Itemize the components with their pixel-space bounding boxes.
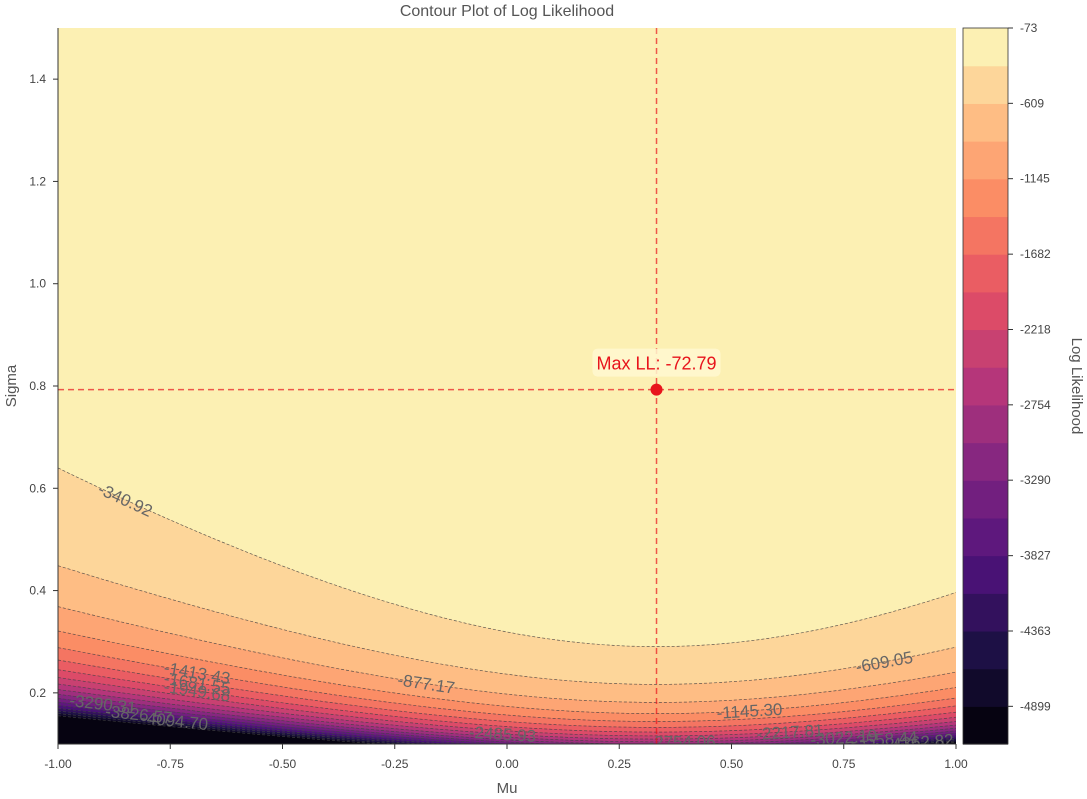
contour-line (58, 701, 956, 744)
x-tick-label: -0.25 (381, 757, 409, 771)
x-tick-label: 1.00 (944, 757, 968, 771)
contour-label: -3558.44 (850, 728, 918, 752)
colorbar-segment (963, 593, 1008, 632)
contour-label: -1145.30 (716, 700, 783, 723)
colorbar-tick-label: -1145 (1020, 172, 1050, 186)
contour-line (58, 630, 956, 714)
colorbar-tick-label: -609 (1020, 96, 1044, 110)
colorbar-segment (963, 668, 1008, 707)
contour-line (58, 705, 956, 744)
contour-label: -2754.06 (648, 732, 715, 752)
contour-line (58, 683, 956, 740)
y-tick-label: 1.4 (29, 72, 46, 86)
max-label-box (592, 348, 721, 377)
chart-title: Contour Plot of Log Likelihood (400, 3, 614, 20)
contour-label: -4362.82 (886, 731, 954, 755)
colorbar-tick-label: -73 (1020, 21, 1038, 35)
contour-line (58, 693, 956, 744)
colorbar-segment (963, 178, 1008, 218)
contour-line (58, 669, 956, 733)
colorbar-tick-label: -1682 (1020, 247, 1051, 261)
colorbar-segment (963, 103, 1008, 142)
colorbar-frame (962, 27, 1009, 745)
contour-line (58, 565, 956, 685)
x-tick-label: 0.00 (495, 757, 519, 771)
contour-band (58, 715, 956, 744)
contour-line (58, 708, 956, 744)
contour-line (58, 677, 956, 737)
contour-line (58, 659, 956, 728)
contour-line (58, 710, 956, 744)
colorbar-segment (963, 254, 1008, 293)
x-tick-label: 0.50 (720, 757, 744, 771)
contour-line (58, 647, 956, 722)
contour-line (58, 689, 956, 743)
colorbar-tick-label: -4363 (1020, 624, 1051, 638)
contour-line (58, 698, 956, 744)
y-tick-label: 1.0 (29, 277, 46, 291)
colorbar-segment (963, 329, 1008, 368)
x-axis: -1.00 -0.75 -0.50 -0.25 0.00 0.25 0.50 0.75 1.00 (44, 743, 968, 771)
x-tick-label: -1.00 (44, 757, 72, 771)
y-tick-label: 1.2 (29, 174, 46, 188)
y-axis-label: Sigma (3, 364, 20, 407)
contour-line (58, 715, 956, 744)
colorbar (962, 27, 1009, 745)
colorbar-segment (963, 555, 1008, 594)
max-point-marker (650, 383, 663, 396)
x-tick-label: 0.25 (608, 757, 632, 771)
colorbar-segment (963, 216, 1008, 255)
contour-label: -2485.93 (468, 723, 536, 746)
contour-line (58, 713, 956, 744)
colorbar-segment (963, 706, 1008, 745)
colorbar-segment (963, 630, 1008, 670)
contour-line (58, 467, 956, 647)
colorbar-segment (963, 442, 1008, 481)
colorbar-tick-label: -4899 (1020, 699, 1051, 713)
colorbar-segment (963, 404, 1008, 444)
contour-bands (58, 28, 956, 744)
y-tick-label: 0.8 (29, 379, 46, 393)
contour-lines (58, 467, 956, 744)
contour-line (58, 606, 956, 703)
colorbar-segment (963, 65, 1008, 104)
colorbar-tick-label: -3290 (1020, 473, 1051, 487)
y-tick-label: 0.2 (29, 686, 46, 700)
y-tick-label: 0.4 (29, 584, 46, 598)
x-tick-label: -0.75 (157, 757, 185, 771)
colorbar-segment (963, 141, 1008, 180)
colorbar-segment (963, 367, 1008, 406)
contour-label: -2217.81 (756, 721, 824, 744)
y-tick-label: 0.6 (29, 481, 46, 495)
colorbar-label: Log Likelihood (1068, 338, 1085, 435)
max-label: Max LL: -72.79 (596, 354, 716, 374)
y-axis: 0.2 0.4 0.6 0.8 1.0 1.2 1.4 (29, 28, 59, 744)
x-tick-label: 0.75 (832, 757, 856, 771)
colorbar-tick-label: -2754 (1020, 398, 1051, 412)
x-tick-label: -0.50 (269, 757, 297, 771)
colorbar-segment (963, 480, 1008, 519)
colorbar-segment (963, 291, 1008, 331)
max-annotation: Max LL: -72.79 (592, 348, 721, 396)
colorbar-ticks: -73 -609 -1145 -1682 -2218 -2754 -3290 -3827 -43… (1008, 21, 1051, 713)
colorbar-tick-label: -2218 (1020, 322, 1051, 336)
contour-label: -3022.19 (810, 726, 878, 750)
colorbar-segment (963, 28, 1008, 67)
colorbar-segment (963, 517, 1008, 557)
colorbar-tick-label: -3827 (1020, 549, 1051, 563)
x-axis-label: Mu (497, 780, 518, 797)
